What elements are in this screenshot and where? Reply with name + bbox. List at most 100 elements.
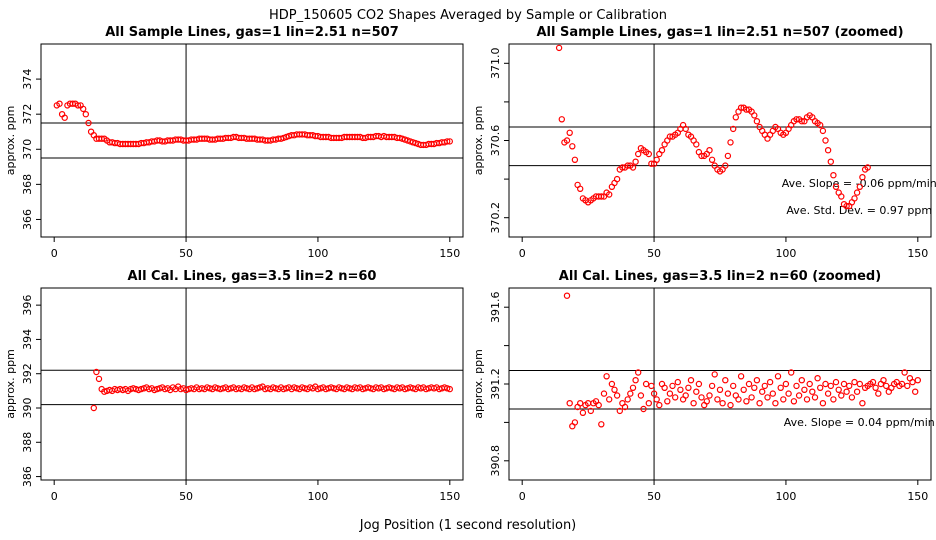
data-point — [95, 375, 103, 383]
data-point — [79, 105, 87, 113]
data-point — [648, 160, 655, 167]
annotation-text: Ave. Slope = 0.04 ppm/min — [784, 416, 935, 429]
data-point — [851, 195, 858, 202]
data-point — [843, 388, 850, 395]
data-points-group — [53, 100, 453, 149]
data-point — [571, 419, 579, 426]
y-tick-label: 374 — [21, 69, 34, 90]
data-point — [730, 382, 737, 390]
data-point — [577, 185, 584, 192]
x-tick-label: 100 — [775, 247, 796, 260]
data-point — [883, 382, 890, 390]
data-point — [632, 158, 639, 165]
data-point — [658, 146, 666, 154]
data-point — [444, 138, 451, 145]
panels-group: All Sample Lines, gas=1 lin=2.51 n=507 0 5… — [4, 25, 936, 503]
data-point — [772, 400, 779, 407]
data-points-group — [563, 292, 922, 430]
data-point — [914, 377, 922, 384]
chart-panel-1: All Sample Lines, gas=1 lin=2.51 n=507 0 5… — [4, 25, 464, 260]
data-point — [621, 403, 629, 411]
x-tick-label: 100 — [775, 490, 796, 503]
data-point — [716, 386, 724, 393]
y-tick-label: 392 — [21, 363, 34, 384]
panel-title: All Cal. Lines, gas=3.5 lin=2 n=60 — [128, 269, 377, 284]
data-point — [753, 117, 761, 125]
data-point — [640, 405, 647, 413]
data-point — [635, 369, 642, 376]
data-point — [666, 133, 674, 140]
data-point — [748, 394, 755, 401]
data-point — [566, 129, 573, 136]
data-point — [632, 377, 639, 384]
data-point — [909, 378, 916, 386]
data-point — [904, 382, 911, 390]
data-point — [838, 193, 845, 200]
data-point — [756, 400, 763, 407]
data-point — [793, 382, 800, 390]
data-point — [840, 380, 848, 388]
data-point — [598, 193, 605, 200]
x-tick-label: 50 — [179, 247, 193, 260]
data-point — [569, 143, 576, 150]
data-point — [595, 401, 602, 409]
data-point — [664, 398, 671, 405]
data-point — [624, 162, 631, 169]
data-point — [898, 380, 906, 388]
data-point — [817, 121, 824, 129]
data-point — [563, 137, 571, 144]
data-point — [809, 388, 816, 395]
data-point — [764, 394, 771, 401]
data-point — [608, 380, 616, 388]
data-point — [629, 384, 637, 391]
data-point — [859, 400, 866, 407]
data-point — [780, 396, 787, 403]
data-point — [677, 386, 684, 393]
data-point — [446, 385, 453, 393]
y-tick-label: 391.6 — [489, 291, 502, 323]
y-tick-label: 366 — [21, 209, 34, 230]
data-point — [832, 378, 840, 386]
y-tick-label: 388 — [21, 432, 34, 453]
chart-panel-4: All Cal. Lines, gas=3.5 lin=2 n=60 (zoom… — [472, 269, 935, 503]
data-points-group — [90, 368, 453, 412]
data-point — [817, 384, 824, 391]
data-point — [838, 392, 845, 399]
data-point — [645, 400, 653, 407]
x-tick-label: 150 — [439, 490, 460, 503]
data-point — [853, 388, 861, 395]
data-point — [759, 388, 766, 395]
data-point — [801, 386, 808, 393]
data-point — [708, 382, 716, 390]
data-point — [880, 377, 887, 384]
data-point — [788, 369, 795, 376]
data-point — [753, 377, 761, 384]
data-point — [832, 183, 840, 190]
y-tick-label: 368 — [21, 174, 34, 195]
chart-panel-2: All Sample Lines, gas=1 lin=2.51 n=507 (… — [472, 25, 936, 260]
y-axis-label: approx. ppm — [4, 106, 17, 176]
x-tick-label: 0 — [519, 247, 526, 260]
data-point — [774, 373, 782, 380]
data-point — [912, 388, 919, 395]
data-point — [693, 388, 700, 395]
data-point — [835, 386, 842, 393]
panel-title: All Sample Lines, gas=1 lin=2.51 n=507 (… — [536, 25, 903, 40]
data-point — [859, 173, 866, 181]
y-tick-label: 391.2 — [489, 368, 502, 400]
y-axis-label: approx. ppm — [472, 349, 485, 419]
data-point — [624, 396, 631, 403]
x-tick-label: 0 — [519, 490, 526, 503]
data-point — [711, 371, 718, 378]
data-point — [853, 189, 861, 196]
x-tick-label: 100 — [307, 490, 328, 503]
data-point — [761, 382, 769, 390]
data-point — [648, 382, 655, 390]
data-point — [793, 116, 800, 123]
y-tick-label: 390 — [21, 398, 34, 419]
data-point — [848, 394, 856, 401]
data-point — [822, 380, 829, 388]
data-point — [785, 390, 792, 397]
